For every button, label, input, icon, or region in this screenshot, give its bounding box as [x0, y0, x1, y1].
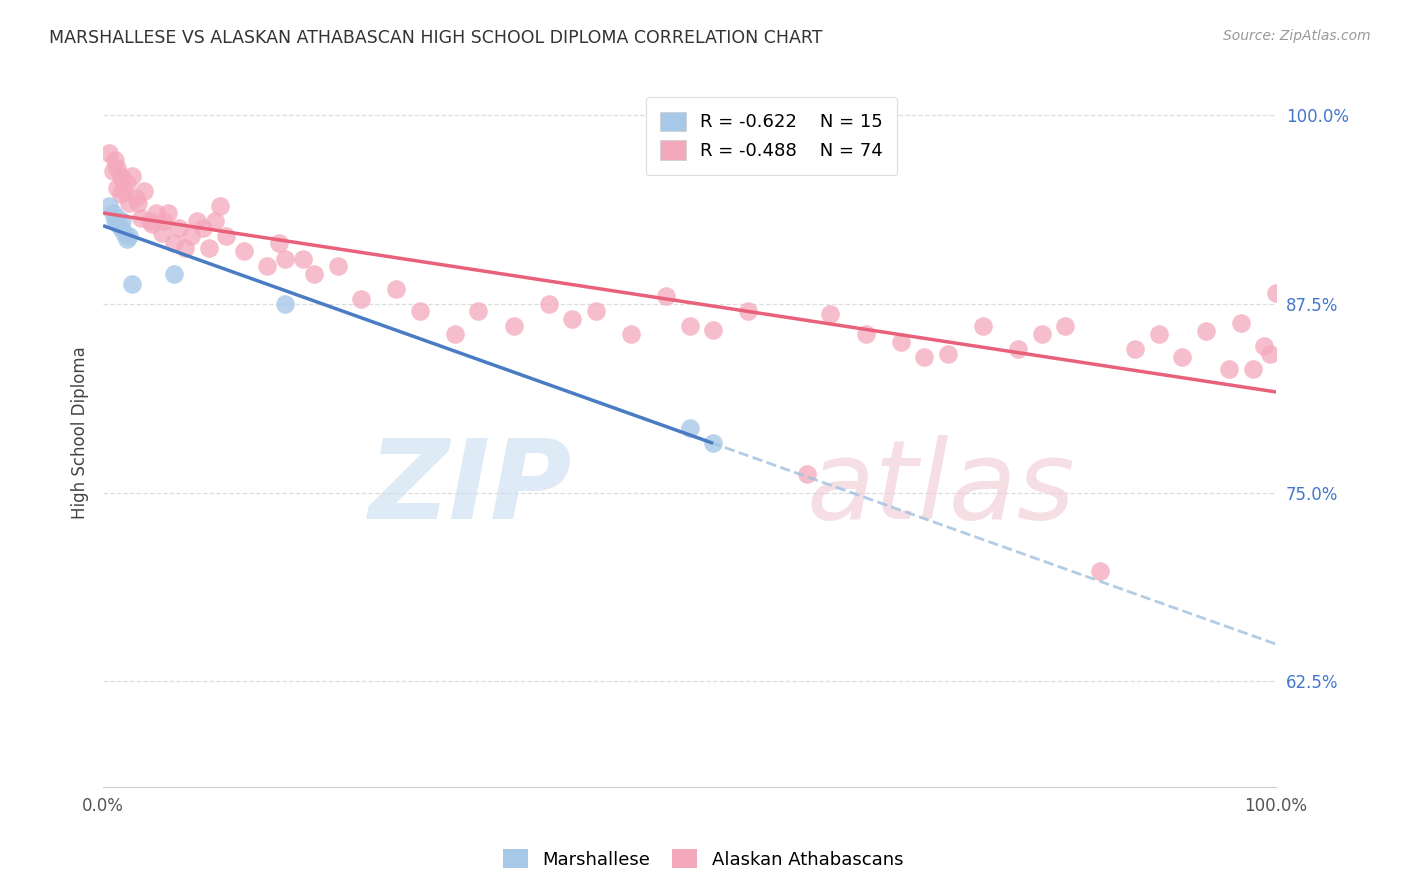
- Point: [1088, 564, 1111, 578]
- Point: [1031, 326, 1053, 341]
- Point: [104, 214, 127, 228]
- Point: [101, 206, 124, 220]
- Point: [121, 277, 143, 292]
- Point: [191, 221, 214, 235]
- Point: [156, 206, 179, 220]
- Point: [110, 169, 132, 183]
- Point: [561, 312, 583, 326]
- Point: [326, 259, 349, 273]
- Point: [936, 346, 959, 360]
- Point: [107, 217, 129, 231]
- Point: [678, 420, 700, 434]
- Point: [737, 304, 759, 318]
- Point: [620, 326, 643, 341]
- Point: [127, 195, 149, 210]
- Point: [291, 252, 314, 266]
- Point: [1007, 342, 1029, 356]
- Point: [180, 228, 202, 243]
- Point: [112, 184, 135, 198]
- Point: [112, 226, 135, 240]
- Point: [110, 186, 132, 201]
- Point: [111, 214, 134, 228]
- Point: [585, 304, 607, 318]
- Point: [1123, 342, 1146, 356]
- Point: [105, 180, 128, 194]
- Point: [98, 199, 121, 213]
- Point: [197, 241, 219, 255]
- Point: [110, 221, 132, 235]
- Point: [121, 169, 143, 183]
- Point: [1147, 326, 1170, 341]
- Point: [890, 334, 912, 349]
- Point: [104, 153, 127, 168]
- Point: [105, 211, 128, 225]
- Point: [350, 293, 373, 307]
- Point: [1171, 350, 1194, 364]
- Point: [256, 259, 278, 273]
- Point: [444, 326, 467, 341]
- Point: [129, 211, 152, 225]
- Point: [1053, 319, 1076, 334]
- Point: [118, 195, 141, 210]
- Point: [1230, 317, 1253, 331]
- Point: [209, 199, 232, 213]
- Point: [912, 350, 935, 364]
- Point: [150, 226, 173, 240]
- Text: Source: ZipAtlas.com: Source: ZipAtlas.com: [1223, 29, 1371, 43]
- Point: [655, 289, 678, 303]
- Point: [1195, 324, 1218, 338]
- Point: [1253, 339, 1275, 353]
- Point: [820, 307, 842, 321]
- Point: [1218, 361, 1240, 376]
- Point: [134, 184, 156, 198]
- Point: [304, 267, 326, 281]
- Point: [141, 217, 163, 231]
- Text: MARSHALLESE VS ALASKAN ATHABASCAN HIGH SCHOOL DIPLOMA CORRELATION CHART: MARSHALLESE VS ALASKAN ATHABASCAN HIGH S…: [49, 29, 823, 46]
- Point: [678, 319, 700, 334]
- Point: [1241, 361, 1264, 376]
- Point: [115, 232, 138, 246]
- Point: [274, 297, 297, 311]
- Point: [702, 435, 724, 450]
- Point: [232, 244, 254, 258]
- Point: [215, 228, 238, 243]
- Point: [267, 236, 290, 251]
- Point: [502, 319, 524, 334]
- Point: [174, 241, 197, 255]
- Point: [702, 322, 724, 336]
- Point: [385, 282, 408, 296]
- Point: [1258, 346, 1281, 360]
- Text: ZIP: ZIP: [368, 435, 572, 542]
- Point: [105, 161, 128, 175]
- Point: [186, 214, 208, 228]
- Point: [169, 221, 191, 235]
- Point: [537, 297, 560, 311]
- Point: [145, 206, 167, 220]
- Y-axis label: High School Diploma: High School Diploma: [72, 346, 89, 518]
- Point: [153, 214, 176, 228]
- Point: [118, 228, 141, 243]
- Point: [115, 176, 138, 190]
- Point: [274, 252, 297, 266]
- Point: [796, 467, 818, 482]
- Point: [409, 304, 432, 318]
- Text: atlas: atlas: [807, 435, 1076, 542]
- Legend: Marshallese, Alaskan Athabascans: Marshallese, Alaskan Athabascans: [495, 841, 911, 876]
- Point: [101, 164, 124, 178]
- Point: [162, 267, 184, 281]
- Point: [1265, 286, 1288, 301]
- Point: [972, 319, 994, 334]
- Point: [139, 214, 162, 228]
- Point: [162, 236, 184, 251]
- Legend: R = -0.622    N = 15, R = -0.488    N = 74: R = -0.622 N = 15, R = -0.488 N = 74: [645, 97, 897, 175]
- Point: [111, 171, 134, 186]
- Point: [125, 191, 148, 205]
- Point: [204, 214, 226, 228]
- Point: [467, 304, 489, 318]
- Point: [98, 145, 121, 160]
- Point: [855, 326, 877, 341]
